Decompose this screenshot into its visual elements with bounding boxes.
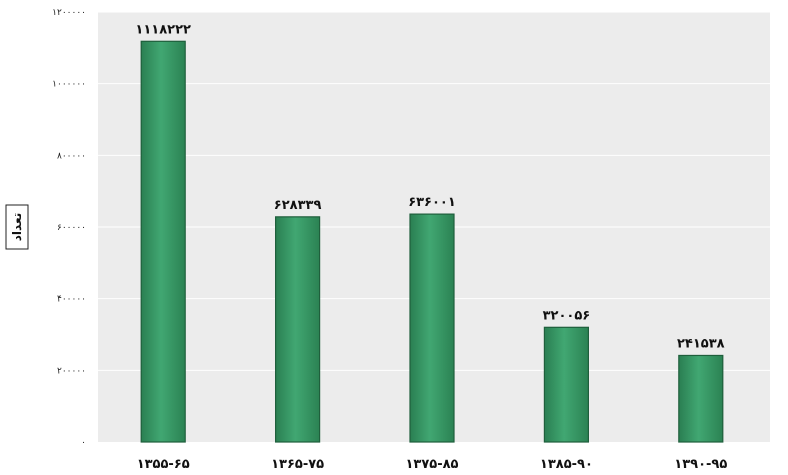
y-tick-label: ۸۰۰۰۰۰ xyxy=(57,151,86,161)
data-labels: ۱۱۱۸۲۲۲ ۶۲۸۳۳۹ ۶۳۶۰۰۱ ۳۲۰۰۵۶ ۲۴۱۵۳۸ xyxy=(135,22,724,351)
x-category-label: ۱۳۷۵-۸۵ xyxy=(405,457,458,472)
x-category-label: ۱۳۵۵-۶۵ xyxy=(137,457,190,472)
bar-value-label: ۶۲۸۳۳۹ xyxy=(274,198,322,213)
bar xyxy=(140,40,186,443)
x-axis-categories: ۱۳۵۵-۶۵ ۱۳۶۵-۷۵ ۱۳۷۵-۸۵ ۱۳۸۵-۹۰ ۱۳۹۰-۹۵ xyxy=(137,457,728,472)
bar-value-label: ۶۳۶۰۰۱ xyxy=(408,195,456,210)
y-axis-ticks: ۰ ۲۰۰۰۰۰ ۴۰۰۰۰۰ ۶۰۰۰۰۰ ۸۰۰۰۰۰ ۱۰۰۰۰۰۰ ۱۲۰۰۰۰۰ xyxy=(52,8,86,448)
y-axis-title: تعداد xyxy=(5,204,29,250)
bar-value-label: ۲۴۱۵۳۸ xyxy=(677,336,725,351)
y-tick-label: ۴۰۰۰۰۰ xyxy=(57,295,86,305)
bars xyxy=(140,40,724,443)
y-axis-title-text: تعداد xyxy=(10,213,24,241)
bar xyxy=(678,354,724,443)
y-tick-label: ۱۰۰۰۰۰۰ xyxy=(52,80,86,90)
y-tick-label: ۶۰۰۰۰۰ xyxy=(57,223,86,233)
y-tick-label: ۲۰۰۰۰۰ xyxy=(57,366,86,376)
bar-value-label: ۱۱۱۸۲۲۲ xyxy=(135,22,191,37)
bar xyxy=(543,326,590,443)
bar-value-label: ۳۲۰۰۵۶ xyxy=(543,308,591,323)
x-category-label: ۱۳۸۵-۹۰ xyxy=(540,457,593,472)
x-category-label: ۱۳۶۵-۷۵ xyxy=(271,457,324,472)
bar xyxy=(275,216,321,443)
y-tick-label: ۱۲۰۰۰۰۰ xyxy=(52,8,86,18)
bar xyxy=(409,213,455,443)
x-category-label: ۱۳۹۰-۹۵ xyxy=(674,457,727,472)
y-tick-label: ۰ xyxy=(81,438,86,448)
y-axis-title-box xyxy=(5,204,29,250)
